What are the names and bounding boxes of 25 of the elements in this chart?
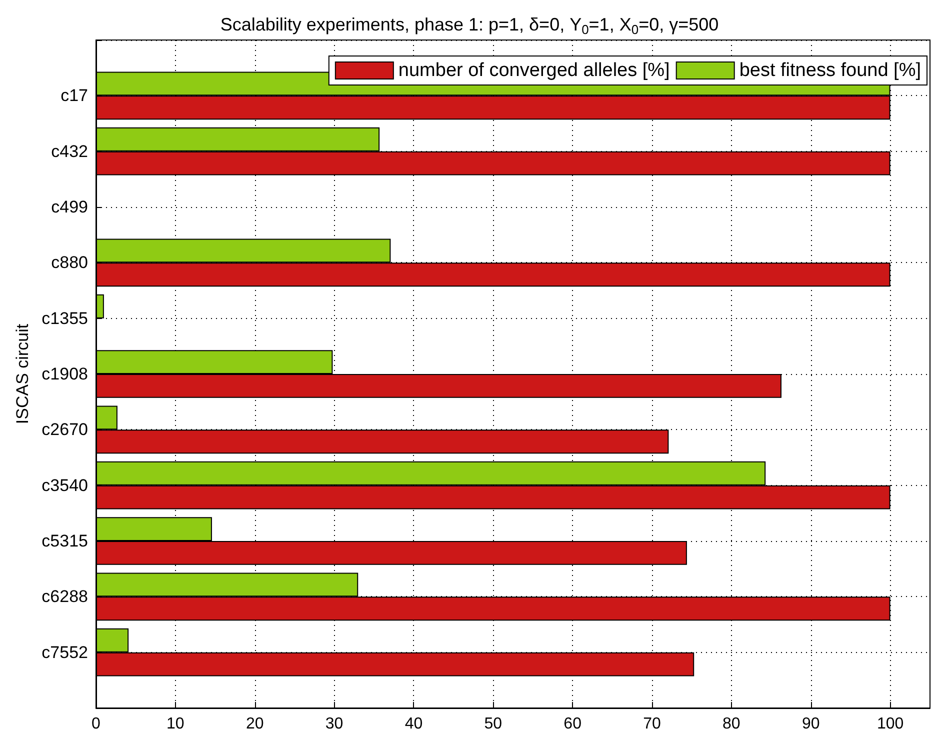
legend-label: best fitness found [%]: [739, 60, 922, 81]
y-tick-label: c3540: [42, 476, 88, 495]
x-tick-label: 0: [92, 716, 101, 732]
y-tick-label: c1355: [42, 308, 88, 328]
x-tick-label: 30: [325, 716, 344, 732]
x-tick-label: 40: [404, 716, 423, 732]
y-axis-title: ISCAS circuit: [12, 324, 32, 424]
x-tick-label: 10: [166, 716, 184, 732]
x-tick-label: 20: [246, 716, 264, 732]
y-tick-label: c880: [51, 253, 88, 272]
y-tick-label: c5315: [42, 532, 88, 550]
y-tick-label: c6288: [42, 587, 88, 606]
x-tick-label: 90: [802, 716, 820, 732]
legend-label: number of converged alleles [%]: [398, 60, 670, 81]
y-tick-label: c17: [60, 86, 88, 106]
x-tick-label: 50: [484, 716, 502, 732]
y-tick-label: c432: [51, 142, 88, 161]
y-tick-label: c7552: [42, 642, 88, 662]
y-tick-label: c1908: [42, 364, 88, 384]
x-tick-label: 60: [564, 716, 582, 732]
x-tick-label: 80: [722, 716, 740, 732]
y-tick-label: c499: [51, 198, 88, 216]
y-tick-label: c2670: [42, 420, 88, 440]
x-tick-label: 100: [876, 716, 904, 732]
x-tick-label: 70: [643, 716, 661, 732]
